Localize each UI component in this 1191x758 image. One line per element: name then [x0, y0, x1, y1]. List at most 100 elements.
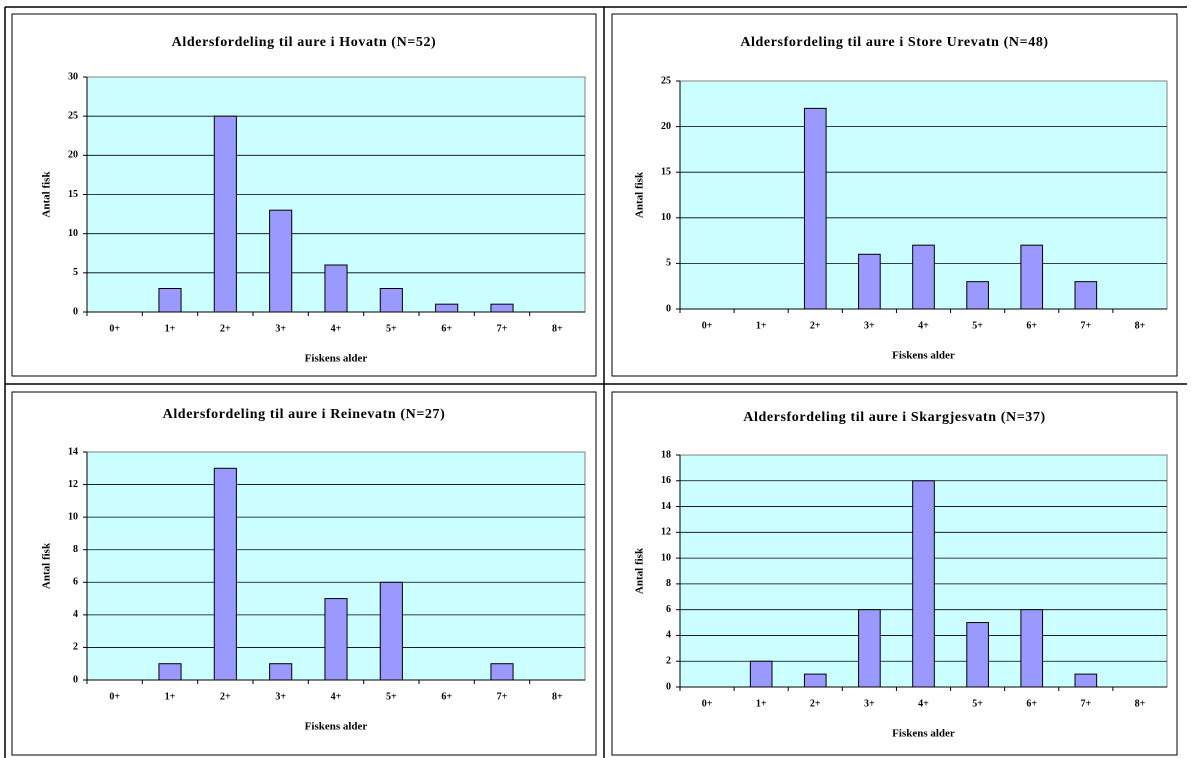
x-tick-label: 5+ — [972, 320, 983, 331]
x-tick-label: 2+ — [810, 320, 821, 331]
y-tick-label: 25 — [661, 75, 671, 86]
y-axis-title: Antal fisk — [634, 547, 646, 594]
x-tick-label: 6+ — [1026, 320, 1037, 331]
x-tick-label: 2+ — [220, 323, 231, 334]
y-tick-label: 0 — [73, 674, 78, 685]
y-tick-label: 10 — [68, 228, 78, 239]
bar — [324, 264, 348, 313]
bar — [213, 467, 237, 681]
bar — [966, 281, 989, 310]
x-axis-title: Fiskens alder — [892, 728, 955, 740]
y-tick-label: 4 — [73, 609, 78, 620]
y-tick-label: 30 — [68, 71, 78, 82]
x-tick-label: 0+ — [109, 323, 120, 334]
y-tick-label: 15 — [661, 166, 671, 177]
x-tick-label: 4+ — [331, 691, 342, 702]
y-tick-label: 20 — [661, 121, 671, 132]
bar — [269, 209, 293, 313]
y-tick-label: 16 — [661, 475, 671, 486]
y-tick-label: 2 — [666, 656, 671, 667]
table-frame — [4, 6, 1187, 758]
x-tick-label: 1+ — [165, 323, 176, 334]
x-tick-label: 4+ — [331, 323, 342, 334]
y-tick-label: 10 — [661, 212, 671, 223]
x-tick-label: 3+ — [275, 323, 286, 334]
bar — [912, 244, 935, 310]
x-tick-label: 8+ — [552, 323, 563, 334]
x-tick-label: 3+ — [275, 691, 286, 702]
y-axis-title: Antal fisk — [41, 542, 53, 589]
x-tick-label: 3+ — [864, 320, 875, 331]
x-tick-label: 7+ — [1080, 698, 1091, 709]
x-tick-label: 0+ — [109, 691, 120, 702]
y-tick-label: 12 — [661, 527, 671, 538]
bar — [1020, 244, 1044, 310]
bar — [379, 581, 403, 681]
x-tick-label: 2+ — [810, 698, 821, 709]
y-tick-label: 25 — [68, 110, 78, 121]
chart-title: Aldersfordeling til aure i Hovatn (N=52) — [172, 35, 437, 50]
x-tick-label: 7+ — [497, 323, 508, 334]
x-tick-label: 1+ — [756, 698, 767, 709]
x-tick-label: 5+ — [386, 323, 397, 334]
bar — [803, 107, 827, 310]
x-tick-label: 8+ — [552, 691, 563, 702]
y-axis-title: Antal fisk — [41, 171, 53, 218]
x-tick-label: 0+ — [702, 698, 713, 709]
y-tick-label: 20 — [68, 150, 78, 161]
y-tick-label: 8 — [73, 544, 78, 555]
x-tick-label: 2+ — [220, 691, 231, 702]
y-tick-label: 10 — [68, 511, 78, 522]
y-tick-label: 6 — [666, 604, 671, 615]
y-tick-label: 0 — [666, 303, 671, 314]
x-tick-label: 4+ — [918, 320, 929, 331]
chart: Aldersfordeling til aure i Hovatn (N=52)… — [11, 13, 597, 377]
y-tick-label: 15 — [68, 189, 78, 200]
x-tick-label: 8+ — [1135, 698, 1146, 709]
bar — [1074, 281, 1098, 310]
y-tick-label: 2 — [73, 642, 78, 653]
bar — [213, 115, 237, 313]
x-tick-label: 3+ — [864, 698, 875, 709]
bar — [490, 303, 514, 313]
bar — [912, 480, 935, 688]
bar — [158, 288, 182, 313]
bar — [858, 253, 881, 310]
chart: Aldersfordeling til aure i Reinevatn (N=… — [11, 391, 597, 756]
bar — [379, 288, 403, 313]
bar — [158, 663, 182, 681]
x-axis-title: Fiskens alder — [892, 350, 955, 362]
y-tick-label: 10 — [661, 552, 671, 563]
chart: Aldersfordeling til aure i Store Urevatn… — [611, 13, 1178, 377]
y-tick-label: 0 — [73, 306, 78, 317]
bar — [435, 303, 459, 313]
y-tick-label: 12 — [68, 479, 78, 490]
x-axis-title: Fiskens alder — [305, 353, 368, 365]
bar — [269, 663, 293, 681]
bar — [749, 660, 773, 688]
x-tick-label: 7+ — [1080, 320, 1091, 331]
x-tick-label: 5+ — [386, 691, 397, 702]
x-tick-label: 1+ — [165, 691, 176, 702]
chart: Aldersfordeling til aure i Skargjesvatn … — [611, 391, 1178, 756]
x-axis-title: Fiskens alder — [305, 721, 368, 733]
y-tick-label: 8 — [666, 578, 671, 589]
x-tick-label: 6+ — [1026, 698, 1037, 709]
x-tick-label: 4+ — [918, 698, 929, 709]
bar — [1020, 609, 1044, 688]
y-tick-label: 18 — [661, 449, 671, 460]
chart-title: Aldersfordeling til aure i Skargjesvatn … — [743, 410, 1045, 425]
y-tick-label: 5 — [666, 258, 671, 269]
y-tick-label: 5 — [73, 267, 78, 278]
x-tick-label: 0+ — [702, 320, 713, 331]
y-tick-label: 14 — [661, 501, 671, 512]
x-tick-label: 8+ — [1135, 320, 1146, 331]
x-tick-label: 5+ — [972, 698, 983, 709]
y-tick-label: 6 — [73, 577, 78, 588]
x-tick-label: 7+ — [497, 691, 508, 702]
x-tick-label: 6+ — [441, 323, 452, 334]
bar — [490, 663, 514, 681]
y-tick-label: 0 — [666, 681, 671, 692]
chart-title: Aldersfordeling til aure i Reinevatn (N=… — [163, 407, 446, 422]
